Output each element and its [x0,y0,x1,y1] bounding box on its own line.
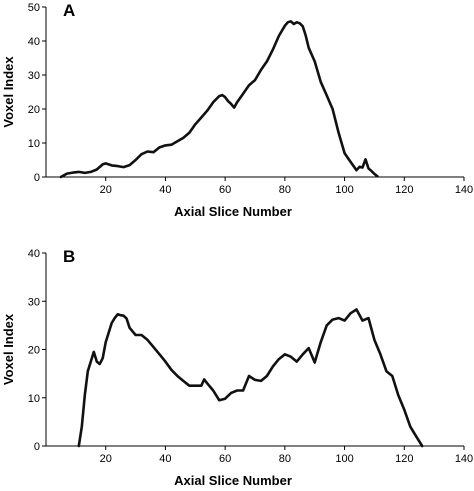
panel-a: 0 10 20 30 40 50 20 40 60 80 100 120 140 Axial Slice … [1,1,473,219]
x-tick-label: 60 [219,453,231,465]
x-tick-label: 100 [335,184,353,196]
x-tick-label: 140 [455,184,473,196]
x-tick-label: 20 [100,453,112,465]
x-tick-label: 40 [159,184,171,196]
x-axis-title: Axial Slice Number [174,204,292,219]
x-axis-title: Axial Slice Number [174,473,292,488]
x-tick-label: 140 [455,453,473,465]
y-tick-label: 30 [28,296,40,308]
x-tick-label: 80 [279,453,291,465]
y-tick-label: 40 [28,248,40,260]
x-tick-label: 20 [100,184,112,196]
y-tick-label: 30 [28,70,40,82]
series-line [59,19,379,179]
panel-letter: B [63,247,75,266]
y-tick-label: 40 [28,36,40,48]
y-axis-title: Voxel Index [1,56,16,128]
y-axis-title: Voxel Index [1,313,16,385]
series-line [77,308,424,448]
panel-letter: A [63,1,75,20]
x-tick-label: 80 [279,184,291,196]
y-tick-label: 0 [34,172,40,184]
x-tick-label: 60 [219,184,231,196]
x-tick-label: 100 [335,453,353,465]
y-tick-label: 10 [28,393,40,405]
y-tick-label: 10 [28,138,40,150]
x-tick-label: 40 [159,453,171,465]
y-tick-label: 20 [28,104,40,116]
y-tick-label: 20 [28,345,40,357]
x-tick-label: 120 [395,453,413,465]
y-tick-label: 0 [34,441,40,453]
x-tick-label: 120 [395,184,413,196]
y-tick-label: 50 [28,2,40,14]
panel-b: 0 10 20 30 40 20 40 60 80 100 120 140 Axial Slice Nu… [1,247,473,488]
